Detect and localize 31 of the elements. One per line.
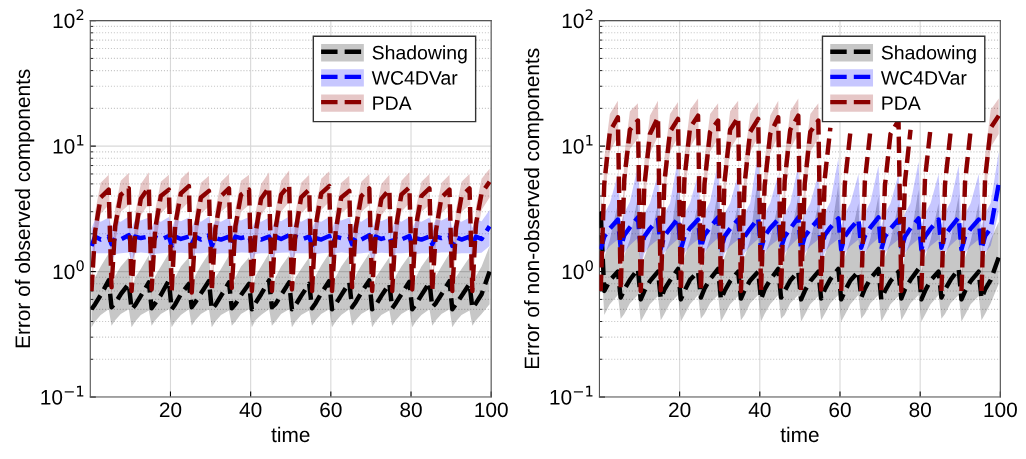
x-tick-label: 100 (475, 402, 508, 418)
y-tick-label: 10$^{2}$ (53, 9, 84, 29)
legend-label: PDA (882, 96, 921, 110)
y-tick-label: 10$^{1}$ (53, 134, 84, 154)
x-tick-label: 80 (909, 402, 931, 418)
y-axis-title: Error of observed components (14, 69, 35, 348)
legend-label: WC4DVar (880, 71, 967, 85)
y-tick-label: 10$^{0}$ (562, 260, 593, 280)
legend-label: Shadowing (881, 45, 976, 64)
line-series (90, 269, 492, 312)
x-tick-label: 40 (748, 402, 771, 418)
line-series (599, 209, 1001, 302)
legend-label: PDA (373, 96, 412, 110)
x-axis-title: time (780, 426, 819, 443)
x-tick-label: 100 (984, 402, 1017, 418)
x-tick-label: 40 (239, 402, 262, 418)
x-tick-label: 80 (400, 402, 422, 418)
legend-label: WC4DVar (371, 71, 458, 85)
y-tick-label: 10$^{1}$ (562, 134, 593, 154)
y-tick-label: 10$^{2}$ (562, 9, 593, 29)
x-tick-label: 20 (669, 402, 691, 418)
y-tick-label: 10$^{0}$ (53, 260, 84, 280)
x-tick-label: 60 (829, 402, 851, 418)
y-tick-label: 10$^{−1}$ (550, 385, 593, 405)
x-tick-label: 60 (320, 402, 342, 418)
line-series (90, 223, 492, 249)
x-tick-label: 20 (159, 402, 182, 418)
legend-label: Shadowing (372, 45, 467, 64)
x-axis-title: time (271, 426, 310, 443)
y-tick-label: 10$^{−1}$ (41, 385, 84, 405)
y-axis-title: Error of non-observed components (523, 48, 544, 369)
